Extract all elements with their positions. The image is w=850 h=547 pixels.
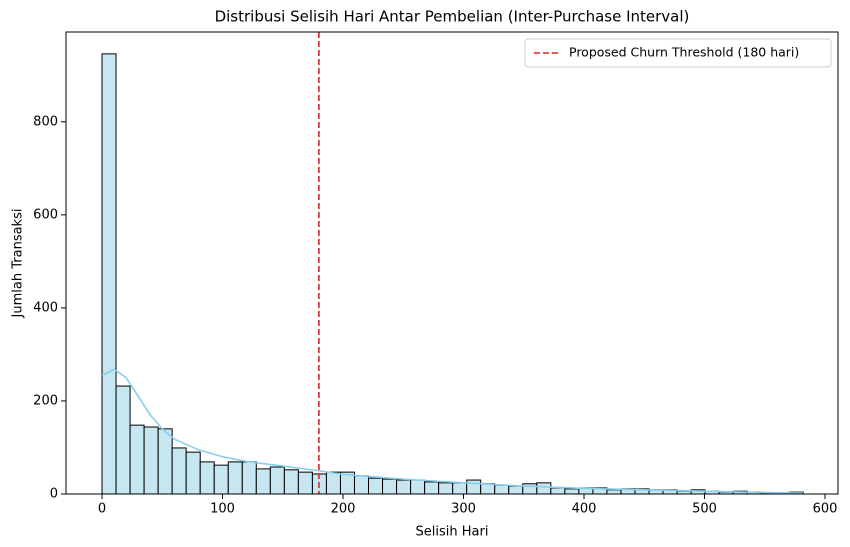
bar — [480, 483, 496, 495]
bar — [199, 461, 215, 495]
bar — [508, 485, 524, 495]
kde-line — [101, 368, 804, 494]
bar — [382, 478, 398, 495]
bar — [353, 475, 370, 495]
y-axis-label: Jumlah Transaksi — [11, 209, 26, 319]
bar — [452, 482, 468, 495]
legend-box — [524, 38, 832, 68]
x-tick-label: 600 — [813, 502, 838, 517]
y-tick-label: 200 — [33, 393, 58, 408]
bar — [606, 489, 622, 495]
bar — [564, 488, 580, 495]
x-tick-label: 0 — [98, 502, 106, 517]
y-tick-label: 400 — [33, 300, 58, 315]
bar — [255, 468, 271, 495]
bar — [101, 53, 117, 495]
bar — [522, 483, 538, 495]
x-tick-label: 300 — [451, 502, 476, 517]
legend-label: Proposed Churn Threshold (180 hari) — [569, 45, 799, 60]
bar — [396, 479, 412, 495]
x-axis-label: Selisih Hari — [416, 525, 489, 540]
y-tick-label: 0 — [50, 487, 58, 502]
bar — [466, 479, 482, 495]
bar — [171, 447, 187, 495]
bar — [494, 484, 510, 495]
bar — [227, 461, 243, 495]
bar — [269, 466, 285, 495]
bar — [143, 426, 159, 495]
bar — [115, 385, 131, 495]
bar — [157, 428, 173, 495]
y-tick-label: 600 — [33, 207, 58, 222]
bar — [213, 464, 229, 495]
bar — [438, 482, 454, 495]
chart-title: Distribusi Selisih Hari Antar Pembelian … — [215, 8, 690, 26]
bar — [325, 471, 341, 495]
x-tick-label: 400 — [572, 502, 597, 517]
x-tick-label: 100 — [210, 502, 235, 517]
x-tick-label: 500 — [692, 502, 717, 517]
bar — [185, 451, 201, 495]
bar — [283, 469, 299, 495]
bar — [536, 482, 552, 495]
plot-frame — [65, 31, 839, 495]
bar — [368, 477, 384, 495]
y-tick-label: 800 — [33, 114, 58, 129]
bar — [410, 479, 426, 495]
bar — [297, 471, 313, 495]
bar — [550, 487, 566, 495]
bar — [424, 481, 440, 495]
bar — [129, 424, 145, 495]
bar — [241, 461, 257, 495]
x-tick-label: 200 — [331, 502, 356, 517]
